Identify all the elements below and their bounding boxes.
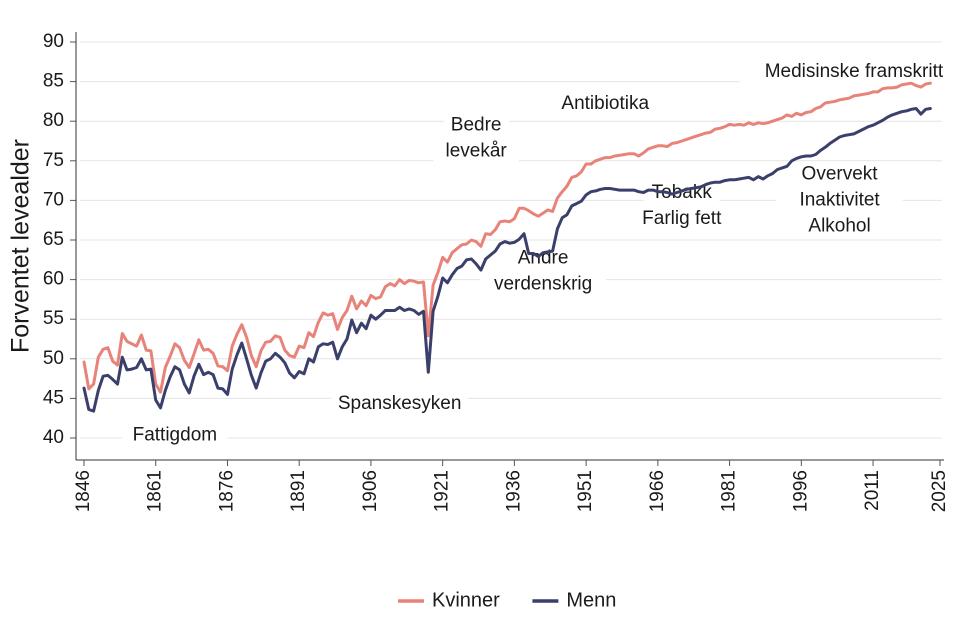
annotation-text: verdenskrig [494, 274, 592, 295]
annotation-text: levekår [446, 141, 508, 162]
annotation: Antibiotika [542, 90, 669, 117]
annotation-text: Bedre [451, 115, 502, 136]
annotation-text: Overvekt [802, 163, 879, 184]
y-axis-label: Forventet levealder [7, 139, 35, 353]
y-tick-label: 55 [43, 308, 64, 329]
legend-label-menn: Menn [566, 589, 616, 611]
annotation: Overvekt Inaktivitet Alkohol [776, 161, 903, 240]
annotations: Fattigdom Spanskesyken Bedre levekår Andre ve… [121, 59, 969, 449]
x-tick-label: 1981 [719, 470, 740, 512]
y-tick-label: 90 [43, 31, 64, 52]
annotation: Spanskesyken [331, 390, 468, 417]
annotation-bg [739, 59, 969, 86]
annotation-text: Farlig fett [642, 208, 722, 229]
annotation-bg [618, 205, 745, 232]
annotation-text: Antibiotika [561, 93, 649, 114]
annotation-bg [433, 138, 519, 165]
x-tick-label: 2011 [862, 470, 883, 511]
x-tick-label: 1936 [503, 470, 524, 512]
annotation: Bedre levekår [433, 112, 519, 165]
x-tick-label: 1861 [145, 470, 166, 512]
x-tick-label: 1921 [432, 470, 453, 512]
x-tick-label: 1996 [790, 470, 811, 512]
annotation-bg [791, 161, 888, 188]
y-tick-label: 65 [43, 229, 64, 250]
annotation-bg [331, 390, 468, 417]
y-tick-label: 50 [43, 348, 64, 369]
annotation: Medisinske framskritt [739, 59, 969, 86]
annotation-bg [510, 245, 576, 272]
annotation-bg [479, 271, 607, 298]
x-tick-label: 1966 [647, 470, 668, 512]
annotation: Andre verdenskrig [479, 245, 607, 298]
y-tick-label: 75 [43, 150, 64, 171]
annotation-text: Alkohol [808, 215, 870, 236]
annotation-bg [776, 187, 903, 214]
annotation-bg [121, 422, 228, 449]
series-lines [82, 81, 932, 413]
grid-lines [80, 41, 942, 439]
y-tick-label: 45 [43, 387, 64, 408]
x-tick-label: 1891 [288, 470, 309, 512]
x-tick-label: 1951 [575, 470, 596, 512]
annotation-text: Fattigdom [133, 425, 217, 446]
annotation-text: Andre [518, 248, 569, 269]
annotation-bg [542, 90, 669, 117]
series-line-menn [82, 107, 932, 413]
annotation-text: Spanskesyken [338, 393, 462, 414]
legend: Kvinner Menn [398, 589, 616, 611]
axes: 40 45 50 55 60 65 70 75 80 85 90 1846 1861 1876 1891 19… [43, 31, 950, 512]
annotation-bg [796, 213, 883, 240]
y-tick-label: 70 [43, 189, 64, 210]
x-tick-label: 1906 [360, 470, 381, 512]
legend-label-kvinner: Kvinner [432, 589, 500, 611]
y-tick-label: 40 [43, 427, 64, 448]
annotation: Fattigdom [121, 422, 228, 449]
annotation-text: Inaktivitet [799, 189, 880, 210]
x-tick-label: 1846 [73, 470, 94, 512]
series-line-kvinner [82, 81, 932, 394]
annotation-bg [443, 112, 509, 139]
y-tick-label: 60 [43, 269, 64, 290]
y-tick-label: 80 [43, 110, 64, 131]
annotation-text: Medisinske framskritt [765, 61, 944, 82]
y-tick-label: 85 [43, 71, 64, 92]
x-tick-label: 1876 [216, 470, 237, 512]
x-tick-label: 2025 [929, 470, 950, 512]
